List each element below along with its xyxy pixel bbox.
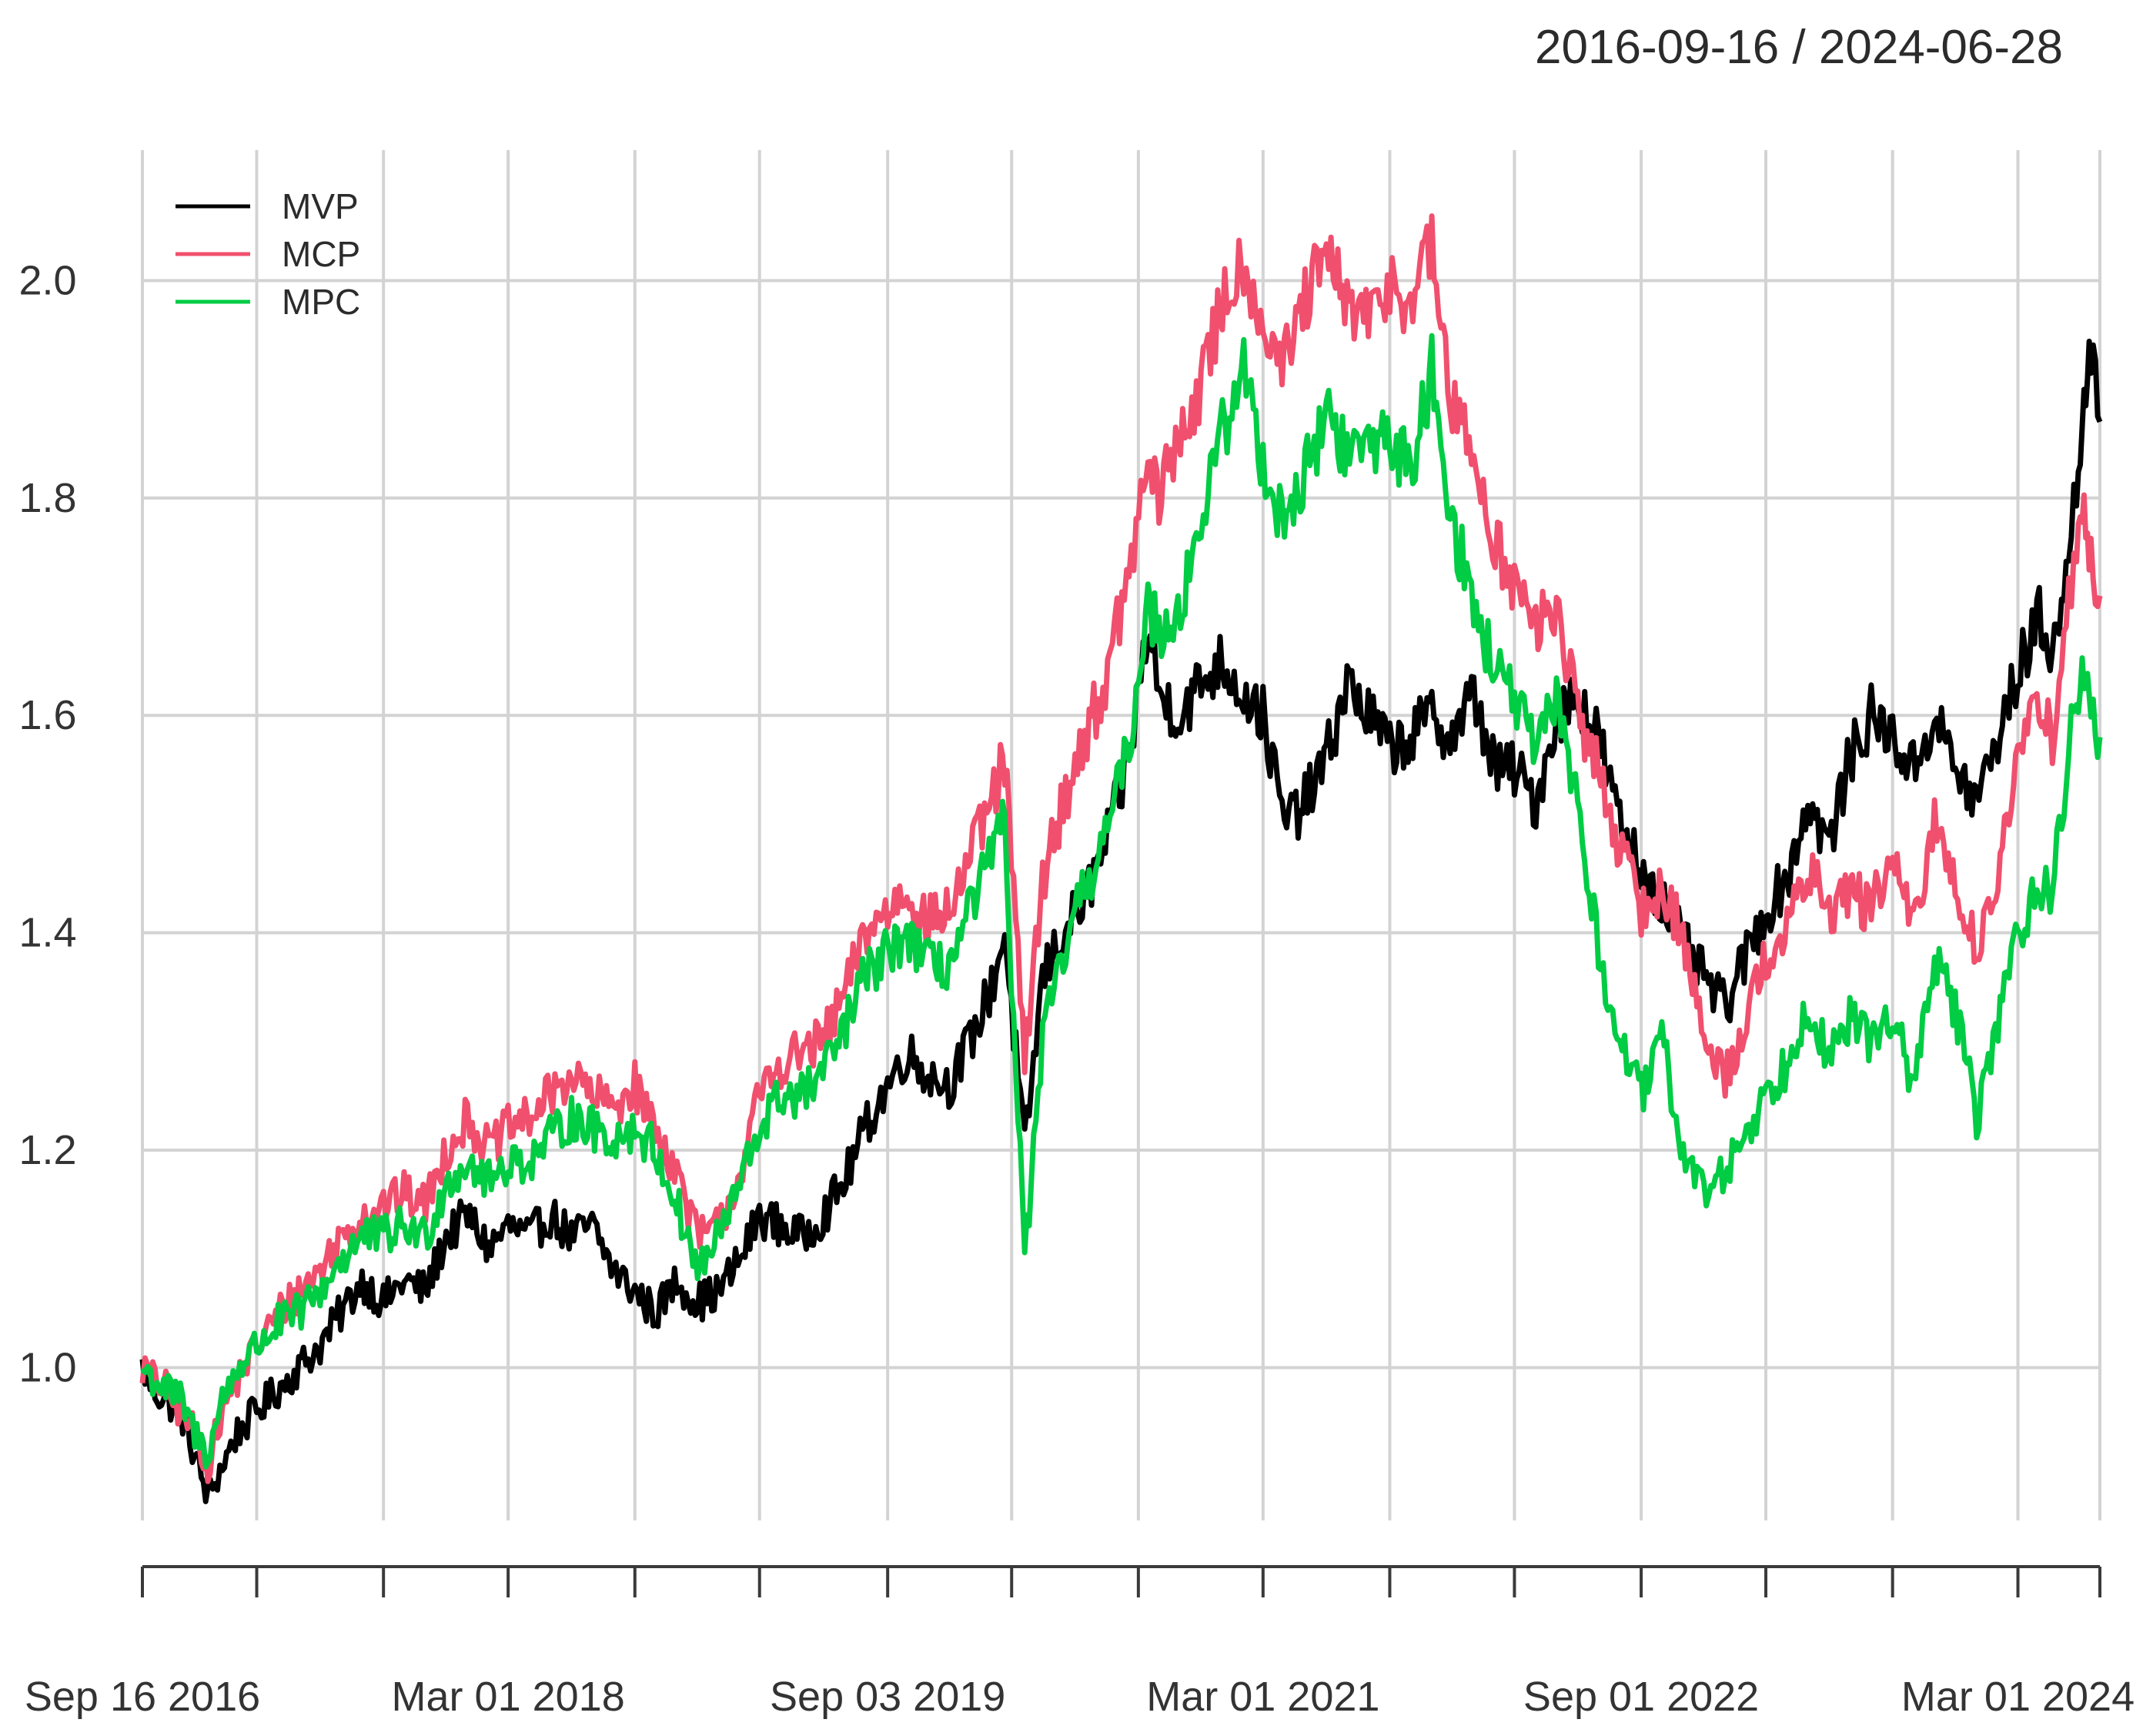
x-tick-label: Mar 01 2018 (392, 1674, 625, 1720)
y-tick-label: 1.6 (18, 692, 76, 738)
y-tick-label: 1.2 (18, 1127, 76, 1173)
legend-label: MCP (282, 234, 360, 274)
y-axis: 1.0 1.2 1.4 1.6 1.8 2.0 (18, 257, 76, 1390)
legend-label: MVP (282, 186, 359, 226)
series-layer (139, 213, 2103, 1504)
x-tick-label: Mar 01 2021 (1146, 1674, 1379, 1720)
chart-title-date-range: 2016-09-16 / 2024-06-28 (1535, 21, 2063, 74)
series-line-mpc (140, 333, 2103, 1470)
x-tick-label: Sep 01 2022 (1523, 1674, 1759, 1720)
y-tick-label: 1.0 (18, 1344, 76, 1390)
y-tick-label: 1.8 (18, 475, 76, 521)
legend: MVP MCP MPC (176, 186, 360, 322)
vertical-grid (141, 150, 2101, 1520)
x-tick-label: Sep 16 2016 (25, 1674, 260, 1720)
x-tick-label: Sep 03 2019 (770, 1674, 1005, 1720)
y-tick-label: 2.0 (18, 257, 76, 303)
horizontal-grid (142, 279, 2100, 1370)
x-tick-label: Mar 01 2024 (1901, 1674, 2135, 1720)
legend-label: MPC (282, 282, 360, 322)
series-line-mcp (139, 213, 2103, 1484)
y-tick-label: 1.4 (18, 910, 76, 956)
x-axis: Sep 16 2016 Mar 01 2018 Sep 03 2019 Mar 01 … (25, 1565, 2135, 1720)
series-line-mvp (139, 338, 2103, 1504)
